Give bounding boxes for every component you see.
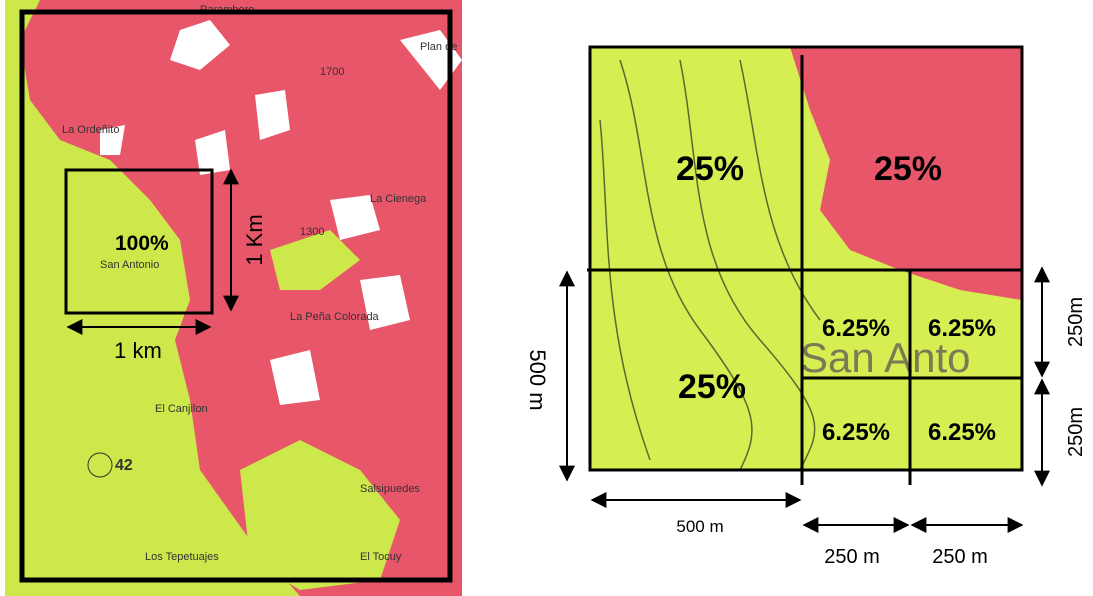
dimension-label: 250 m: [824, 546, 880, 568]
subquadrant-percent: 6.25%: [928, 419, 996, 446]
place-label: 1700: [320, 66, 344, 78]
right-frame: [588, 45, 1024, 472]
place-label: La Ordeñito: [62, 124, 119, 136]
quadrant-percent: 25%: [678, 368, 746, 406]
place-label: El Tocuy: [360, 551, 402, 563]
cell-percent: 100%: [115, 232, 169, 255]
map-frame: [19, 9, 453, 583]
place-label: 1300: [300, 226, 324, 238]
subquadrant-percent: 6.25%: [822, 419, 890, 446]
place-label: El Canjilon: [155, 403, 208, 415]
place-label: La Cienega: [370, 193, 427, 205]
left-map: [5, 0, 462, 596]
quadrant-percent: 25%: [676, 150, 744, 188]
subquadrant-percent: 6.25%: [822, 315, 890, 342]
place-label: 42: [115, 457, 133, 474]
place-label: Salsipuedes: [360, 483, 420, 495]
right-map: San Anto: [590, 47, 1022, 470]
quadrant-percent: 25%: [874, 150, 942, 188]
height-label: 1 Km: [242, 214, 267, 265]
place-label: Los Tepetuajes: [145, 551, 219, 563]
place-labels: Paramboro Plan de La Ordeñito San Antoni…: [62, 4, 457, 563]
map-text: San Anto: [800, 334, 970, 381]
dimension-label: 250m: [1065, 297, 1087, 347]
dimension-label: 500 m: [525, 349, 550, 410]
place-label: La Peña Colorada: [290, 311, 380, 323]
width-label: 1 km: [114, 338, 162, 363]
place-label: San Antonio: [100, 259, 159, 271]
dimension-label: 250 m: [932, 546, 988, 568]
dimension-label: 250m: [1065, 407, 1087, 457]
subquadrant-percent: 6.25%: [928, 315, 996, 342]
cell-square: [64, 168, 214, 315]
dimension-label: 500 m: [676, 517, 723, 536]
